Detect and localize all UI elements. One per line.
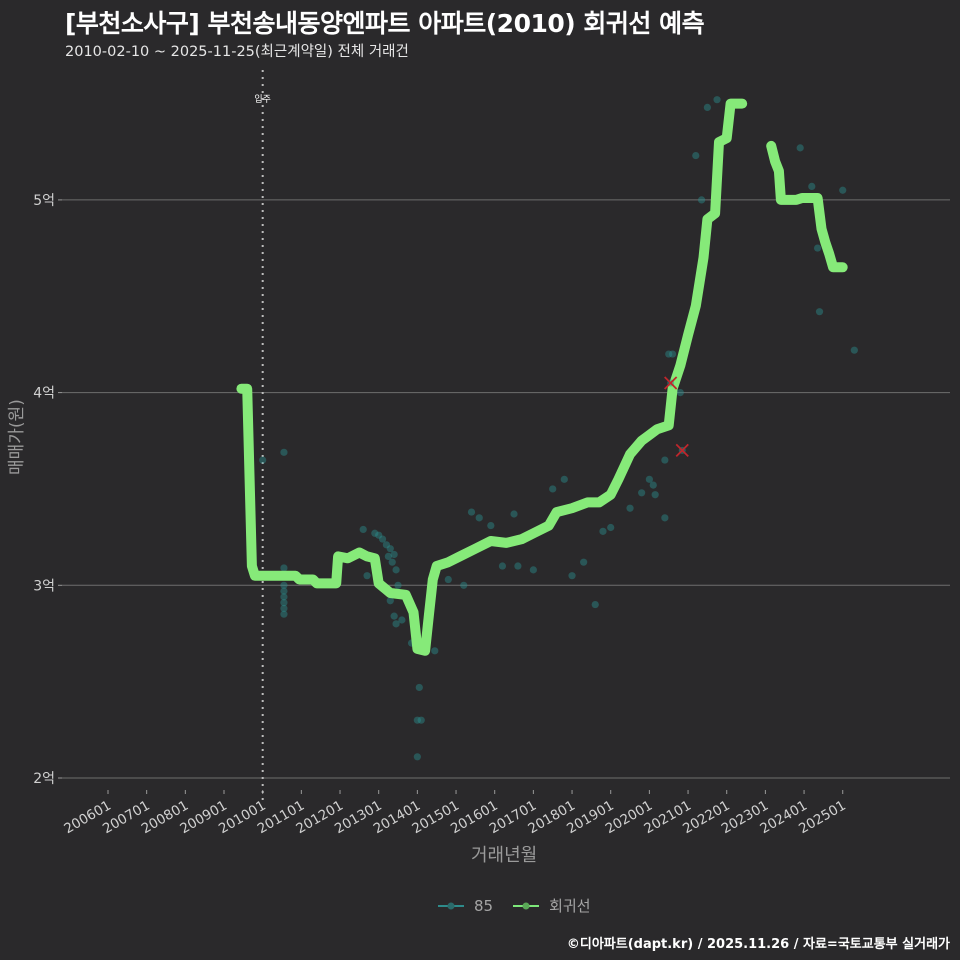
- move-in-line: 입주: [254, 70, 271, 800]
- data-point: [390, 612, 398, 620]
- y-tick-label: 5억: [33, 193, 55, 209]
- data-point: [280, 448, 288, 456]
- data-point: [607, 523, 615, 532]
- data-point: [390, 550, 398, 559]
- y-axis-label: 매매가(원): [7, 399, 27, 475]
- y-axis-ticks: 2억 3억 4억 5억: [33, 193, 62, 787]
- data-point: [413, 716, 421, 724]
- gridlines: [62, 199, 950, 779]
- data-point: [498, 562, 507, 570]
- y-tick-label: 4억: [33, 386, 55, 402]
- data-point: [661, 456, 669, 464]
- data-point: [649, 481, 657, 489]
- legend: 85 회귀선: [438, 895, 603, 916]
- legend-key-regression-icon: [513, 901, 540, 911]
- data-point: [568, 572, 576, 580]
- data-point: [259, 456, 267, 464]
- data-point: [280, 599, 288, 607]
- x-axis-ticks: 2006012007012008012009012010012011012012…: [61, 790, 849, 837]
- data-point: [692, 151, 700, 160]
- data-point: [549, 485, 557, 493]
- data-point: [475, 514, 483, 522]
- data-point: [375, 531, 383, 539]
- data-point: [460, 581, 468, 589]
- data-point: [796, 144, 804, 152]
- data-point: [280, 604, 288, 613]
- data-point: [388, 558, 396, 566]
- data-point: [378, 535, 387, 543]
- data-point: [703, 103, 711, 112]
- y-tick-label: 3억: [33, 578, 55, 594]
- regression-path: [236, 98, 748, 656]
- data-point: [444, 575, 452, 584]
- data-point: [591, 600, 599, 609]
- data-point: [529, 566, 537, 574]
- legend-label-85: 85: [474, 896, 494, 915]
- data-point: [626, 504, 634, 512]
- data-point: [661, 514, 669, 522]
- data-point: [697, 196, 706, 204]
- data-point: [382, 541, 391, 549]
- data-point: [415, 683, 423, 692]
- footer-credit: ©디아파트(dapt.kr) / 2025.11.26 / 자료=국토교통부 실…: [566, 937, 950, 952]
- data-point: [359, 525, 367, 534]
- data-point: [645, 475, 653, 483]
- data-point: [413, 753, 421, 761]
- data-point: [665, 350, 673, 358]
- data-point: [510, 510, 518, 518]
- data-point: [280, 587, 288, 595]
- data-point: [668, 350, 677, 358]
- data-point: [815, 308, 824, 316]
- regression-line: [236, 98, 848, 656]
- data-point: [638, 489, 646, 497]
- outlier-x-icon: [664, 376, 678, 390]
- move-in-label: 입주: [254, 93, 271, 105]
- legend-key-85-icon: [438, 901, 464, 911]
- data-point: [386, 545, 394, 553]
- outlier-x-icon: [675, 443, 689, 458]
- data-point: [431, 647, 439, 655]
- data-point: [417, 716, 425, 724]
- chart-title: [부천소사구] 부천송내동양엔파트 아파트(2010) 회귀선 예측: [65, 9, 705, 38]
- data-point: [392, 620, 400, 628]
- data-point: [580, 558, 588, 566]
- data-point: [813, 244, 822, 252]
- data-point: [651, 491, 659, 499]
- data-point: [384, 552, 392, 560]
- data-point: [363, 572, 371, 580]
- data-point: [808, 182, 816, 191]
- data-point: [280, 593, 288, 601]
- x-axis-label: 거래년월: [471, 845, 538, 866]
- data-point: [386, 597, 394, 605]
- data-point: [599, 527, 607, 535]
- data-point: [394, 581, 402, 589]
- legend-label-regression: 회귀선: [549, 897, 591, 915]
- data-point: [839, 186, 847, 194]
- data-point: [850, 346, 858, 354]
- data-point: [280, 564, 288, 572]
- data-point: [713, 96, 721, 104]
- data-point: [514, 562, 522, 570]
- legend-item-85: 85: [438, 897, 493, 915]
- data-point: [560, 475, 568, 483]
- data-point: [280, 610, 288, 618]
- chart-subtitle: 2010-02-10 ~ 2025-11-25(최근계약일) 전체 거래건: [65, 44, 409, 60]
- outlier-markers: [664, 376, 689, 458]
- data-point: [676, 389, 684, 397]
- data-point: [487, 521, 495, 530]
- scatter-points: [259, 96, 858, 761]
- data-point: [392, 566, 400, 574]
- legend-item-regression: 회귀선: [513, 895, 591, 916]
- data-point: [398, 616, 406, 624]
- y-tick-label: 2억: [33, 771, 55, 787]
- data-point: [371, 529, 379, 537]
- data-point: [280, 581, 288, 589]
- regression-path: [766, 140, 848, 273]
- data-point: [467, 508, 476, 516]
